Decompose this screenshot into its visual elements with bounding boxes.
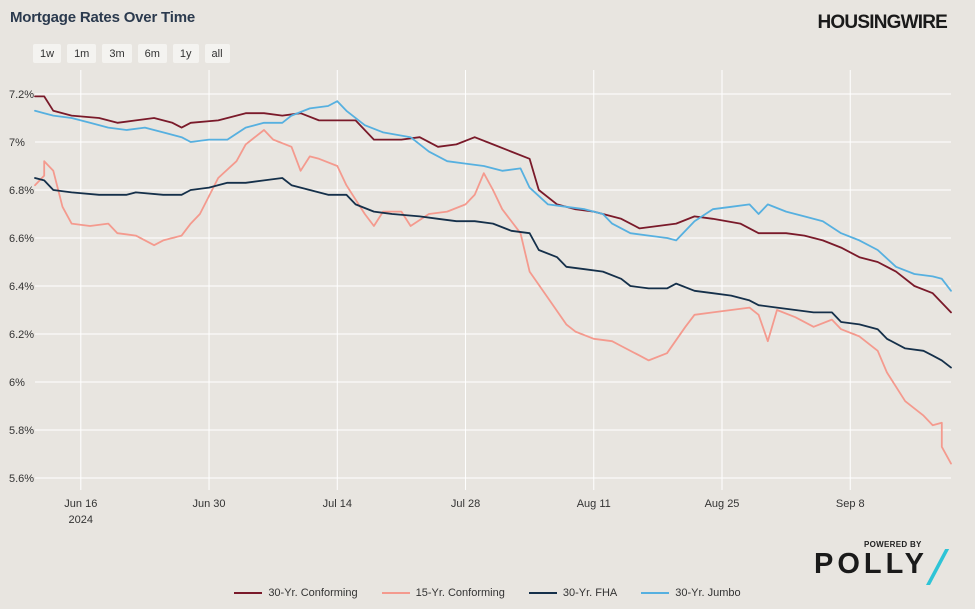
x-tick-label: Aug 11 — [577, 498, 611, 510]
legend-label: 30-Yr. Jumbo — [675, 587, 741, 599]
x-axis-ticks: Jun 16 2024 Jun 30 Jul 14 Jul 28 Aug 11 Aug 25… — [64, 498, 864, 526]
legend-swatch — [528, 592, 557, 594]
y-tick-label: 6.4% — [9, 281, 34, 293]
y-tick-label: 7.2% — [9, 89, 34, 101]
y-tick-label: 6.8% — [9, 185, 34, 197]
y-tick-label: 6.6% — [9, 233, 34, 245]
legend-label: 30-Yr. Conforming — [268, 587, 358, 599]
x-tick-label: Jul 14 — [323, 498, 352, 510]
series-line-30-yr-conforming[interactable] — [34, 95, 952, 314]
polly-logo: POLLY — [814, 548, 929, 580]
y-tick-label: 5.8% — [9, 425, 34, 437]
y-tick-label: 5.6% — [9, 473, 34, 485]
chart-legend: 30-Yr. Conforming 15-Yr. Conforming 30-Y… — [0, 587, 975, 599]
x-tick-label: Jun 16 — [64, 498, 97, 510]
legend-item-15yr-conforming[interactable]: 15-Yr. Conforming — [381, 587, 505, 599]
range-button-6m[interactable]: 6m — [137, 44, 167, 63]
x-tick-label: Aug 25 — [705, 498, 740, 510]
y-tick-label: 6.2% — [9, 329, 34, 341]
legend-label: 30-Yr. FHA — [562, 587, 618, 599]
range-button-1y[interactable]: 1y — [172, 44, 199, 63]
x-tick-label: Sep 8 — [836, 498, 865, 510]
legend-label: 15-Yr. Conforming — [415, 587, 505, 599]
y-axis-ticks: 7.2% 7% 6.8% 6.6% 6.4% 6.2% 6% 5.8% 5.6% — [9, 89, 34, 485]
legend-item-30yr-jumbo[interactable]: 30-Yr. Jumbo — [641, 587, 741, 599]
x-tick-sublabel: 2024 — [69, 514, 93, 526]
series-line-30-yr-fha[interactable] — [34, 177, 952, 369]
page-title: Mortgage Rates Over Time — [10, 9, 195, 26]
range-button-1w[interactable]: 1w — [33, 44, 62, 63]
range-selector: 1w 1m 3m 6m 1y all — [33, 44, 230, 63]
legend-swatch — [641, 592, 670, 594]
horizontal-gridlines — [35, 93, 951, 479]
range-button-3m[interactable]: 3m — [102, 44, 132, 63]
legend-swatch — [381, 592, 410, 594]
legend-swatch — [234, 592, 263, 594]
x-tick-label: Jul 28 — [451, 498, 480, 510]
vertical-gridlines — [80, 70, 851, 490]
powered-by-label: POWERED BY — [864, 540, 922, 549]
legend-item-30yr-fha[interactable]: 30-Yr. FHA — [528, 587, 618, 599]
series-lines — [34, 95, 952, 465]
legend-item-30yr-conforming[interactable]: 30-Yr. Conforming — [234, 587, 358, 599]
housingwire-logo: HOUSINGWIRE — [817, 12, 948, 33]
y-tick-label: 7% — [9, 137, 25, 149]
series-line-15-yr-conforming[interactable] — [34, 129, 952, 465]
x-tick-label: Jun 30 — [193, 498, 226, 510]
series-line-30-yr-jumbo[interactable] — [34, 100, 952, 292]
y-tick-label: 6% — [9, 377, 25, 389]
range-button-1m[interactable]: 1m — [67, 44, 97, 63]
range-button-all[interactable]: all — [204, 44, 230, 63]
